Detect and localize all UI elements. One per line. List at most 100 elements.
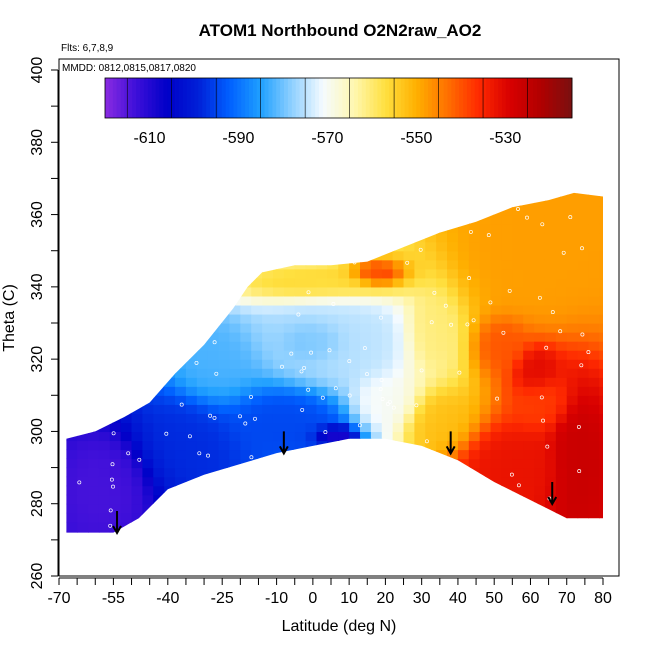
heat-cell-1196	[381, 205, 394, 216]
heat-cell-1082	[360, 512, 372, 523]
heat-cell-1305	[414, 304, 426, 315]
heat-cell-694	[251, 404, 263, 414]
heat-cell-1853	[566, 413, 579, 423]
heat-cell-1642	[512, 512, 524, 523]
heat-cell-1099	[360, 359, 372, 369]
heat-cell-1190	[381, 259, 394, 270]
sample-point	[110, 462, 115, 467]
heat-cell-455	[185, 395, 198, 405]
heat-cell-1985	[599, 304, 604, 315]
heat-cell-597	[218, 196, 231, 207]
heat-cell-1400	[447, 530, 459, 533]
heat-cell-418	[175, 368, 187, 378]
heat-cell-1521	[479, 521, 492, 532]
heat-cell-474	[185, 223, 198, 234]
heat-cell-1353	[425, 232, 437, 243]
colorbar-swatch	[498, 78, 503, 118]
heat-cell-277	[131, 196, 144, 207]
heat-cell-618	[229, 368, 241, 378]
heat-cell-1267	[403, 286, 416, 297]
heat-cell-946	[316, 295, 328, 306]
heat-cell-1318	[414, 192, 426, 198]
sample-point	[112, 208, 117, 213]
heat-cell-1232	[392, 241, 405, 252]
heat-cell-1742	[534, 332, 546, 342]
colorbar-swatch	[276, 78, 281, 118]
colorbar-swatch	[416, 78, 421, 118]
heat-cell-1850	[566, 440, 579, 451]
heat-cell-1383	[436, 323, 448, 333]
heat-cell-567	[218, 467, 231, 478]
heat-cell-287	[142, 467, 154, 478]
heat-cell-1546	[479, 295, 492, 306]
heat-cell-1163	[381, 503, 394, 514]
heat-cell-907	[305, 286, 318, 297]
heat-cell-623	[229, 323, 241, 333]
heat-cell-1819	[555, 359, 568, 369]
heat-cell-924	[316, 494, 328, 505]
heat-cell-488	[196, 458, 209, 469]
heat-cell-1653	[512, 413, 524, 423]
heat-cell-847	[294, 467, 307, 478]
sample-point	[92, 410, 96, 415]
heat-cell-1106	[360, 295, 372, 306]
heat-cell-1929	[588, 449, 600, 460]
arrow-marker-2	[278, 431, 289, 456]
heat-cell-1716	[523, 205, 535, 216]
heat-cell-1431	[447, 250, 459, 261]
heat-cell-1119	[360, 178, 371, 188]
heat-cell-601	[229, 521, 241, 532]
colorbar-swatch	[490, 78, 495, 118]
heat-cell-17	[66, 377, 78, 387]
heat-cell-335	[153, 395, 165, 405]
heat-cell-617	[229, 377, 241, 387]
heat-cell-1371	[436, 431, 448, 442]
heat-cell-774	[272, 404, 285, 414]
heat-cell-133	[98, 413, 111, 423]
heat-cell-1474	[457, 223, 470, 234]
heat-cell-1483	[468, 503, 481, 514]
heat-cell-1175	[381, 395, 394, 405]
heat-cell-596	[218, 205, 231, 216]
heat-cell-1379	[436, 359, 448, 369]
colorbar-tick-label: -530	[489, 130, 521, 147]
sample-point	[379, 378, 384, 382]
sample-point	[77, 480, 82, 485]
colorbar-swatch	[178, 78, 184, 118]
heat-cell-426	[175, 295, 187, 306]
heat-cell-840	[294, 530, 307, 533]
heat-cell-506	[196, 295, 209, 306]
heat-cell-425	[175, 304, 187, 315]
heat-cell-96	[88, 386, 100, 396]
heat-cell-772	[272, 422, 285, 433]
heat-cell-1320	[425, 530, 437, 533]
heat-cell-526	[207, 476, 220, 487]
heat-cell-703	[251, 323, 263, 333]
heat-cell-1880	[577, 530, 590, 533]
heat-cell-223	[120, 323, 133, 333]
heat-cell-1484	[468, 494, 481, 505]
colorbar-swatch	[319, 78, 324, 118]
heat-cell-250	[131, 440, 144, 451]
heat-cell-592	[218, 241, 231, 252]
heat-cell-558	[207, 192, 220, 198]
heat-cell-784	[272, 313, 285, 324]
heat-cell-496	[196, 386, 209, 396]
heat-cell-594	[218, 223, 231, 234]
heat-cell-1829	[555, 268, 568, 279]
colorbar-swatch	[501, 78, 507, 118]
heat-cell-1961	[599, 521, 604, 532]
heat-cell-1563	[490, 503, 503, 514]
heat-cell-1643	[512, 503, 524, 514]
heat-cell-1151	[370, 250, 383, 261]
heat-cell-544	[207, 313, 220, 324]
heat-cell-546	[207, 295, 220, 306]
colorbar-swatch	[548, 78, 553, 118]
colorbar-swatch	[182, 78, 188, 118]
heat-cell-1580	[490, 350, 503, 360]
colorbar-swatch	[186, 78, 192, 118]
heat-cell-1203	[392, 503, 405, 514]
heat-cell-254	[131, 404, 144, 414]
heat-cell-1683	[523, 503, 535, 514]
heat-cell-599	[219, 178, 230, 188]
